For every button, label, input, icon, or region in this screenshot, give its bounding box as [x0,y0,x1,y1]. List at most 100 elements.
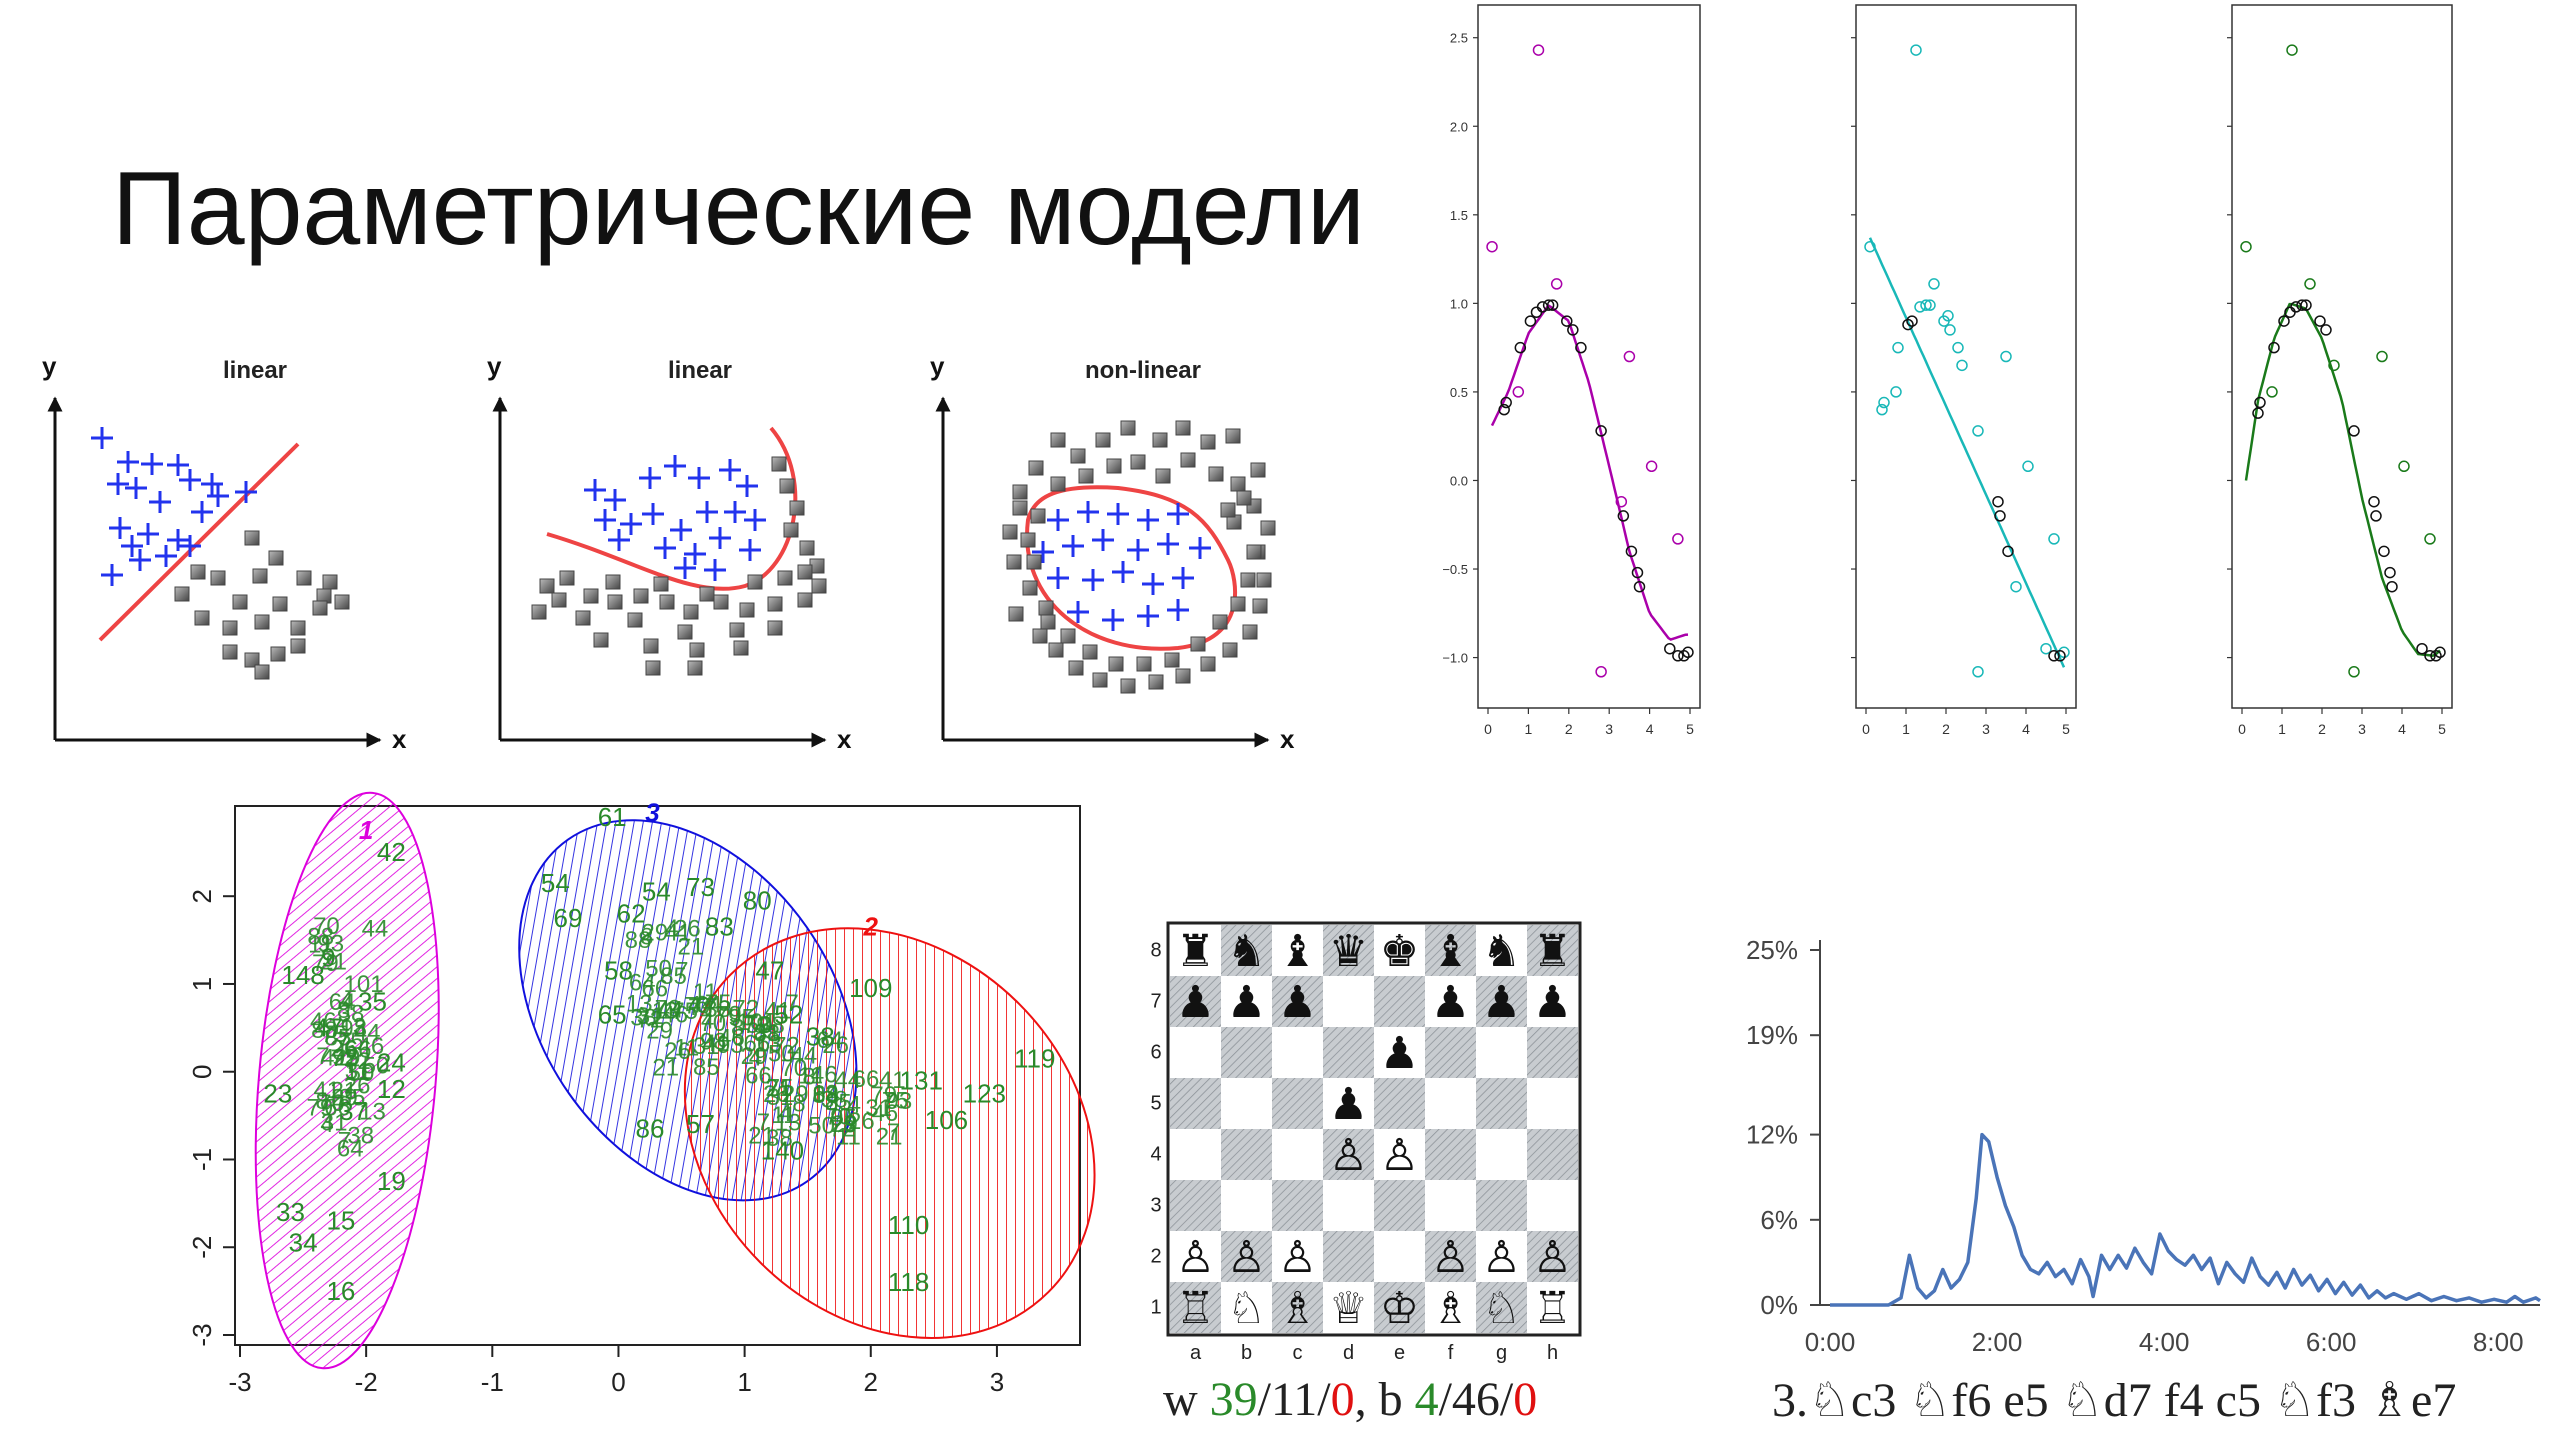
square-f2[interactable] [1425,1231,1476,1282]
square-f5[interactable] [1425,1078,1476,1129]
square-c5[interactable] [1272,1078,1323,1129]
square-f3[interactable] [1425,1180,1476,1231]
chess-piece[interactable]: ♙ [1227,1233,1266,1282]
square-a4[interactable] [1170,1129,1221,1180]
chess-piece[interactable]: ♟ [1329,1080,1368,1129]
square-f7[interactable] [1425,976,1476,1027]
square-b1[interactable] [1221,1282,1272,1333]
square-d5[interactable] [1323,1078,1374,1129]
square-f4[interactable] [1425,1129,1476,1180]
square-g5[interactable] [1476,1078,1527,1129]
square-d2[interactable] [1323,1231,1374,1282]
square-c2[interactable] [1272,1231,1323,1282]
square-a8[interactable] [1170,925,1221,976]
chess-piece[interactable]: ♘ [1227,1284,1266,1333]
square-e2[interactable] [1374,1231,1425,1282]
square-h1[interactable] [1527,1282,1578,1333]
square-e5[interactable] [1374,1078,1425,1129]
chess-piece[interactable]: ♔ [1380,1284,1419,1333]
square-a3[interactable] [1170,1180,1221,1231]
square-c6[interactable] [1272,1027,1323,1078]
square-d1[interactable] [1323,1282,1374,1333]
class-a-point [1167,599,1189,621]
square-b3[interactable] [1221,1180,1272,1231]
square-c4[interactable] [1272,1129,1323,1180]
square-c7[interactable] [1272,976,1323,1027]
chess-piece[interactable]: ♟ [1482,978,1521,1027]
square-f6[interactable] [1425,1027,1476,1078]
chess-piece[interactable]: ♙ [1176,1233,1215,1282]
chess-piece[interactable]: ♜ [1176,927,1215,976]
square-d3[interactable] [1323,1180,1374,1231]
point-label: 11 [771,1102,796,1129]
square-a6[interactable] [1170,1027,1221,1078]
square-g2[interactable] [1476,1231,1527,1282]
chess-piece[interactable]: ♙ [1380,1131,1419,1180]
square-a1[interactable] [1170,1282,1221,1333]
square-c3[interactable] [1272,1180,1323,1231]
square-g4[interactable] [1476,1129,1527,1180]
square-h2[interactable] [1527,1231,1578,1282]
chess-piece[interactable]: ♝ [1431,927,1470,976]
square-a7[interactable] [1170,976,1221,1027]
square-g8[interactable] [1476,925,1527,976]
chess-piece[interactable]: ♟ [1533,978,1572,1027]
chess-piece[interactable]: ♜ [1533,927,1572,976]
chess-piece[interactable]: ♘ [1482,1284,1521,1333]
square-b8[interactable] [1221,925,1272,976]
square-h5[interactable] [1527,1078,1578,1129]
chess-piece[interactable]: ♖ [1533,1284,1572,1333]
square-f8[interactable] [1425,925,1476,976]
square-g1[interactable] [1476,1282,1527,1333]
square-e1[interactable] [1374,1282,1425,1333]
square-c8[interactable] [1272,925,1323,976]
chess-piece[interactable]: ♙ [1329,1131,1368,1180]
square-h7[interactable] [1527,976,1578,1027]
chess-piece[interactable]: ♛ [1329,927,1368,976]
square-h4[interactable] [1527,1129,1578,1180]
chess-piece[interactable]: ♟ [1227,978,1266,1027]
chess-piece[interactable]: ♝ [1278,927,1317,976]
square-d7[interactable] [1323,976,1374,1027]
square-b2[interactable] [1221,1231,1272,1282]
square-b4[interactable] [1221,1129,1272,1180]
square-d4[interactable] [1323,1129,1374,1180]
square-b6[interactable] [1221,1027,1272,1078]
x-tick-label: 0 [611,1367,625,1397]
square-a2[interactable] [1170,1231,1221,1282]
chess-piece[interactable]: ♙ [1482,1233,1521,1282]
square-h6[interactable] [1527,1027,1578,1078]
point-label: 44 [834,1067,861,1094]
chess-piece[interactable]: ♙ [1278,1233,1317,1282]
chess-piece[interactable]: ♟ [1278,978,1317,1027]
square-e6[interactable] [1374,1027,1425,1078]
square-f1[interactable] [1425,1282,1476,1333]
chess-piece[interactable]: ♙ [1533,1233,1572,1282]
square-g6[interactable] [1476,1027,1527,1078]
square-e3[interactable] [1374,1180,1425,1231]
chess-piece[interactable]: ♙ [1431,1233,1470,1282]
chess-piece[interactable]: ♚ [1380,927,1419,976]
chess-piece[interactable]: ♗ [1431,1284,1470,1333]
chess-piece[interactable]: ♟ [1176,978,1215,1027]
square-d8[interactable] [1323,925,1374,976]
square-b7[interactable] [1221,976,1272,1027]
square-a5[interactable] [1170,1078,1221,1129]
square-g7[interactable] [1476,976,1527,1027]
square-e8[interactable] [1374,925,1425,976]
square-h3[interactable] [1527,1180,1578,1231]
square-e7[interactable] [1374,976,1425,1027]
square-b5[interactable] [1221,1078,1272,1129]
chess-piece[interactable]: ♟ [1380,1029,1419,1078]
square-g3[interactable] [1476,1180,1527,1231]
chess-piece[interactable]: ♖ [1176,1284,1215,1333]
chess-piece[interactable]: ♟ [1431,978,1470,1027]
chess-piece[interactable]: ♗ [1278,1284,1317,1333]
square-d6[interactable] [1323,1027,1374,1078]
chess-piece[interactable]: ♕ [1329,1284,1368,1333]
chess-piece[interactable]: ♞ [1482,927,1521,976]
chess-piece[interactable]: ♞ [1227,927,1266,976]
square-c1[interactable] [1272,1282,1323,1333]
square-h8[interactable] [1527,925,1578,976]
square-e4[interactable] [1374,1129,1425,1180]
